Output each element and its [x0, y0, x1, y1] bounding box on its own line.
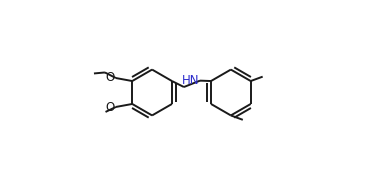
Text: O: O: [106, 101, 115, 114]
Text: HN: HN: [182, 74, 199, 87]
Text: O: O: [106, 71, 115, 84]
